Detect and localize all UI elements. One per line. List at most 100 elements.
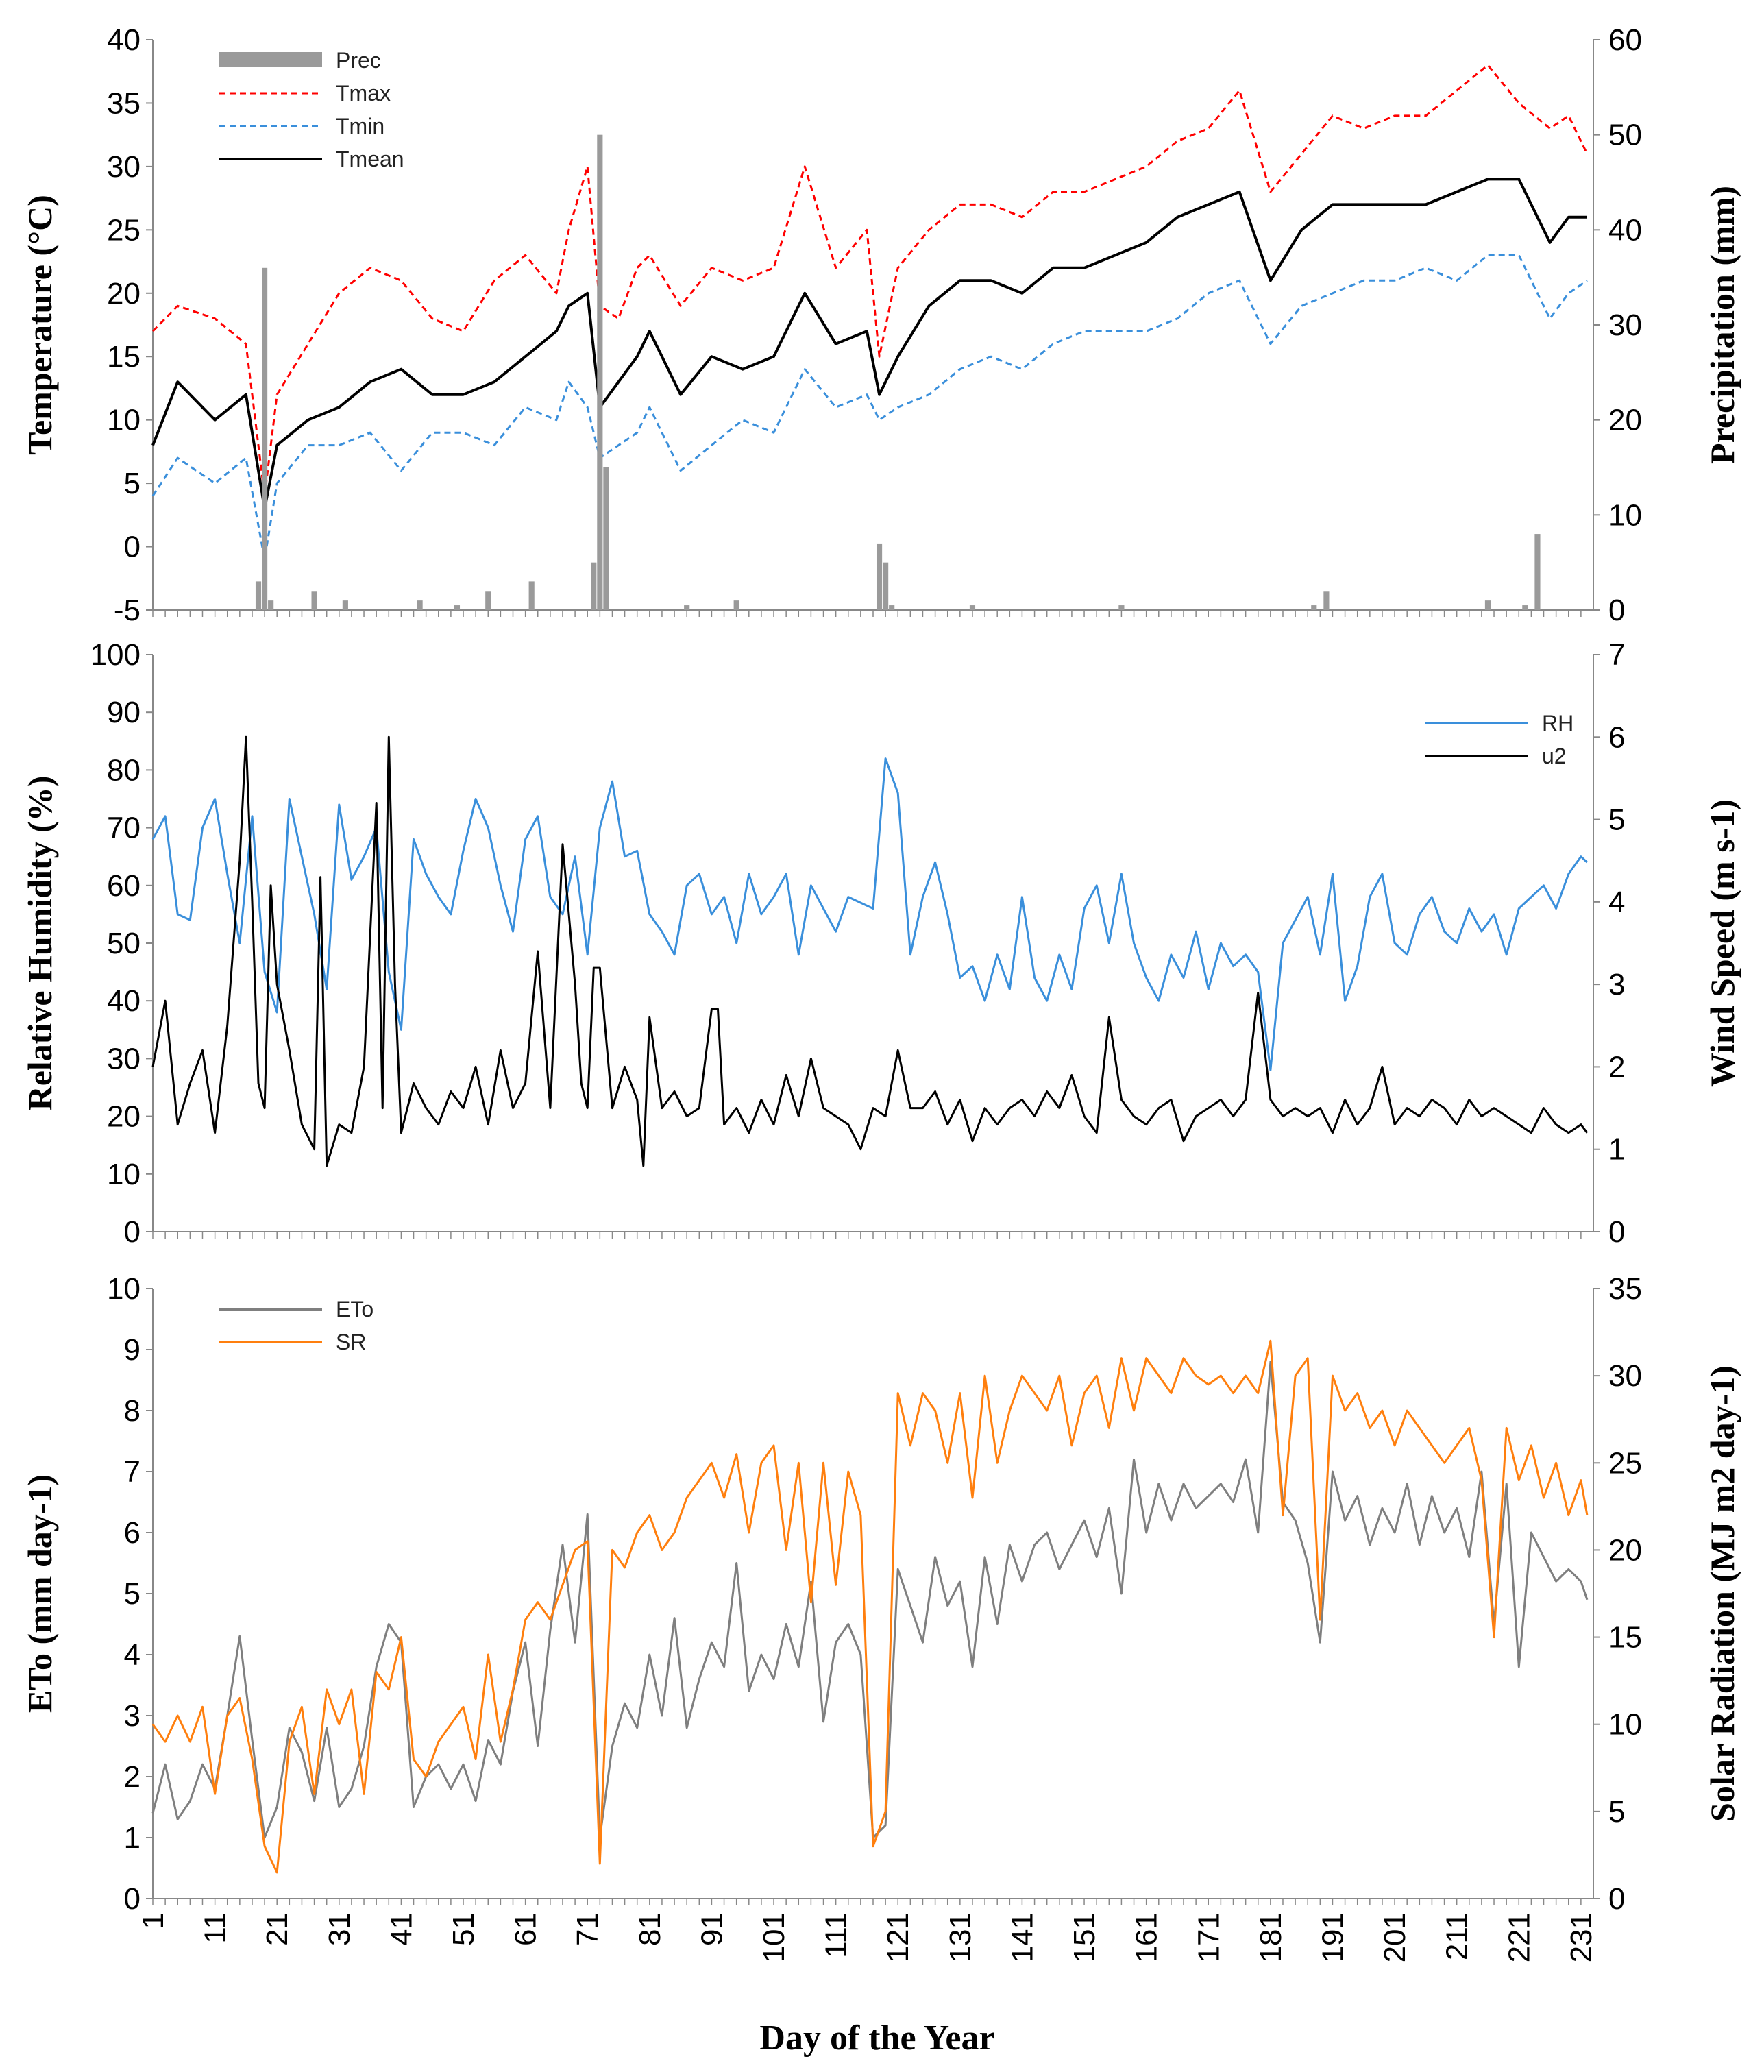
left-tick-label: 7 (124, 1455, 140, 1489)
x-tick-label: 231 (1565, 1912, 1598, 1962)
left-tick-label: 25 (107, 213, 140, 247)
left-tick-label: 9 (124, 1333, 140, 1367)
right-tick-label: 40 (1608, 213, 1642, 247)
left-tick-label: 10 (107, 404, 140, 437)
precip-bar (1484, 600, 1491, 610)
precip-bar (311, 591, 317, 610)
y-axis-label: Relative Humidity (%) (21, 776, 59, 1111)
right-tick-label: 20 (1608, 404, 1642, 437)
precip-bar (684, 605, 690, 610)
precip-bar (485, 591, 491, 610)
right-tick-label: 35 (1608, 1272, 1642, 1306)
y2-axis-label: Solar Radiation (MJ m2 day-1) (1703, 1365, 1741, 1822)
panel-top: 4035302520151050-56050403020100Temperatu… (21, 23, 1741, 627)
right-tick-label: 5 (1608, 803, 1625, 837)
left-tick-label: 40 (107, 23, 140, 57)
precip-bar (454, 605, 461, 610)
left-tick-label: 0 (124, 531, 140, 564)
right-tick-label: 7 (1608, 638, 1625, 672)
right-tick-label: 15 (1608, 1621, 1642, 1655)
series-line-u2 (151, 735, 1589, 1167)
left-tick-label: 6 (124, 1516, 140, 1550)
right-tick-label: 10 (1608, 1708, 1642, 1742)
precip-bar (342, 600, 348, 610)
x-tick-label: 11 (199, 1912, 232, 1944)
legend: ETo SR (219, 1297, 373, 1354)
y2-axis-label: Precipitation (mm) (1703, 186, 1741, 464)
legend-label: Prec (336, 48, 381, 73)
left-tick-label: 70 (107, 812, 140, 845)
precip-bar (591, 562, 597, 610)
legend-label: RH (1542, 711, 1573, 735)
right-tick-label: 60 (1608, 23, 1642, 57)
left-tick-label: 10 (107, 1272, 140, 1306)
y-axis-label: ETo (mm day-1) (21, 1474, 59, 1713)
legend-label: Tmax (336, 81, 391, 106)
precip-bar (876, 543, 883, 610)
x-tick-label: 1 (136, 1912, 170, 1929)
x-tick-labels: 1 11 21 31 41 51 61 71 81 91 101 111 121 131 141 151 161… (136, 1912, 1598, 1962)
x-tick-label: 51 (447, 1912, 480, 1946)
left-tick-label: 3 (124, 1699, 140, 1733)
left-tick-label: 5 (124, 467, 140, 500)
x-tick-label: 111 (820, 1912, 853, 1958)
legend-swatch (219, 52, 322, 67)
left-tick-label: 4 (124, 1638, 140, 1672)
precip-bar (1118, 605, 1125, 610)
left-tick-label: 35 (107, 86, 140, 120)
x-tick-label: 151 (1068, 1912, 1101, 1962)
legend: Prec Tmax Tmin Tmean (219, 48, 404, 171)
y-axis-label: Temperature (°C) (21, 195, 59, 455)
right-tick-label: 50 (1608, 119, 1642, 152)
right-tick-label: 25 (1608, 1446, 1642, 1480)
left-tick-label: 8 (124, 1394, 140, 1428)
left-tick-label: 30 (107, 150, 140, 184)
right-tick-label: 1 (1608, 1133, 1625, 1167)
right-tick-label: 2 (1608, 1050, 1625, 1084)
right-tick-label: 30 (1608, 1359, 1642, 1393)
x-tick-label: 191 (1316, 1912, 1349, 1962)
left-tick-label: -5 (114, 594, 140, 627)
series-line-tmin (151, 254, 1588, 561)
precip-bar (597, 134, 603, 610)
left-tick-label: 1 (124, 1821, 140, 1855)
precip-bar (1323, 591, 1330, 610)
legend-label: Tmean (336, 147, 404, 171)
chart-panels: 4035302520151050-56050403020100Temperatu… (21, 23, 1741, 1962)
precip-bar (889, 605, 895, 610)
left-tick-label: 20 (107, 277, 140, 310)
precip-bar (262, 267, 268, 610)
x-tick-label: 31 (323, 1912, 356, 1946)
precip-bar (1534, 534, 1541, 610)
left-tick-label: 100 (90, 638, 140, 672)
right-tick-label: 3 (1608, 968, 1625, 1001)
left-tick-label: 50 (107, 927, 140, 960)
x-tick-label: 161 (1130, 1912, 1164, 1962)
left-tick-label: 15 (107, 340, 140, 374)
left-tick-label: 0 (124, 1882, 140, 1916)
precip-bar (1311, 605, 1317, 610)
right-tick-label: 30 (1608, 308, 1642, 342)
y2-axis-label: Wind Speed (m s-1) (1703, 799, 1741, 1087)
legend-label: Tmin (336, 114, 384, 138)
left-tick-label: 80 (107, 753, 140, 787)
x-tick-label: 181 (1254, 1912, 1288, 1962)
precip-bar (883, 562, 889, 610)
right-tick-label: 0 (1608, 1215, 1625, 1249)
series-line-sr (151, 1339, 1589, 1874)
x-tick-label: 121 (881, 1912, 915, 1962)
right-tick-label: 10 (1608, 498, 1642, 532)
x-tick-label: 41 (384, 1912, 418, 1946)
legend: RH u2 (1425, 711, 1573, 768)
x-axis-label: Day of the Year (759, 2019, 994, 2058)
left-tick-label: 40 (107, 984, 140, 1018)
x-tick-label: 221 (1502, 1912, 1536, 1962)
left-tick-label: 0 (124, 1215, 140, 1249)
left-tick-label: 10 (107, 1158, 140, 1191)
precip-bar (268, 600, 274, 610)
series-line-rh (151, 757, 1588, 1071)
left-tick-label: 60 (107, 869, 140, 903)
precip-bar (733, 600, 739, 610)
